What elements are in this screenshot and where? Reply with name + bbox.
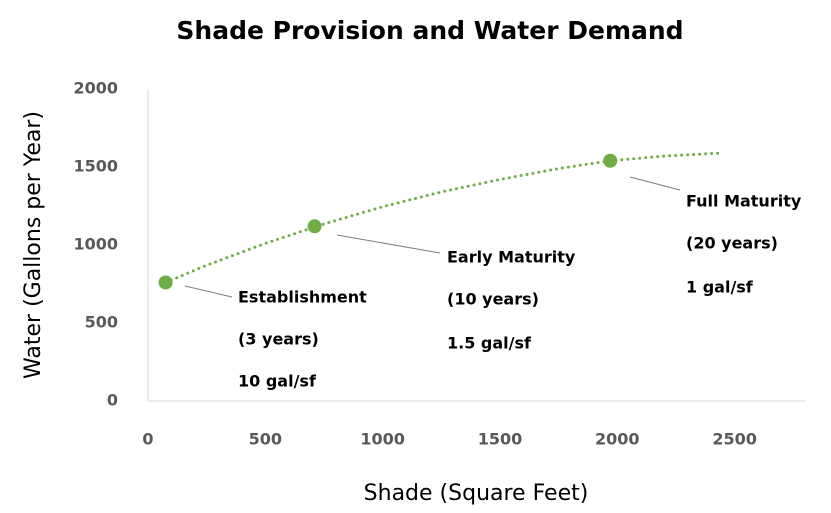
annotation: Early Maturity bbox=[447, 248, 576, 267]
annotation: (10 years) bbox=[447, 290, 539, 309]
annotation: Full Maturity bbox=[686, 192, 802, 211]
x-axis-title: Shade (Square Feet) bbox=[364, 481, 589, 506]
trendline bbox=[164, 151, 725, 284]
x-tick-label: 2000 bbox=[595, 430, 640, 449]
x-tick-label: 0 bbox=[142, 430, 153, 449]
annotation: Establishment bbox=[238, 288, 367, 307]
x-tick-label: 500 bbox=[249, 430, 282, 449]
point bbox=[158, 275, 173, 290]
annotation: (20 years) bbox=[686, 234, 778, 253]
annotation: 1 gal/sf bbox=[686, 278, 754, 297]
annotation: 1.5 gal/sf bbox=[447, 334, 532, 353]
chart-title: Shade Provision and Water Demand bbox=[176, 16, 683, 45]
x-tick-label: 1500 bbox=[478, 430, 523, 449]
y-tick-label: 1000 bbox=[73, 235, 118, 254]
x-tick-label: 2500 bbox=[712, 430, 757, 449]
y-tick-label: 0 bbox=[107, 391, 118, 410]
leader-line bbox=[336, 234, 441, 254]
point bbox=[307, 219, 322, 234]
point bbox=[603, 153, 618, 168]
y-tick-label: 500 bbox=[85, 313, 118, 332]
annotation: (3 years) bbox=[238, 330, 319, 349]
y-tick-label: 2000 bbox=[73, 79, 118, 98]
leader-line bbox=[184, 285, 233, 298]
y-axis-title: Water (Gallons per Year) bbox=[21, 111, 46, 379]
x-tick-label: 1000 bbox=[360, 430, 405, 449]
leader-line bbox=[629, 176, 681, 191]
y-tick-label: 1500 bbox=[73, 157, 118, 176]
annotation: 10 gal/sf bbox=[238, 372, 317, 391]
